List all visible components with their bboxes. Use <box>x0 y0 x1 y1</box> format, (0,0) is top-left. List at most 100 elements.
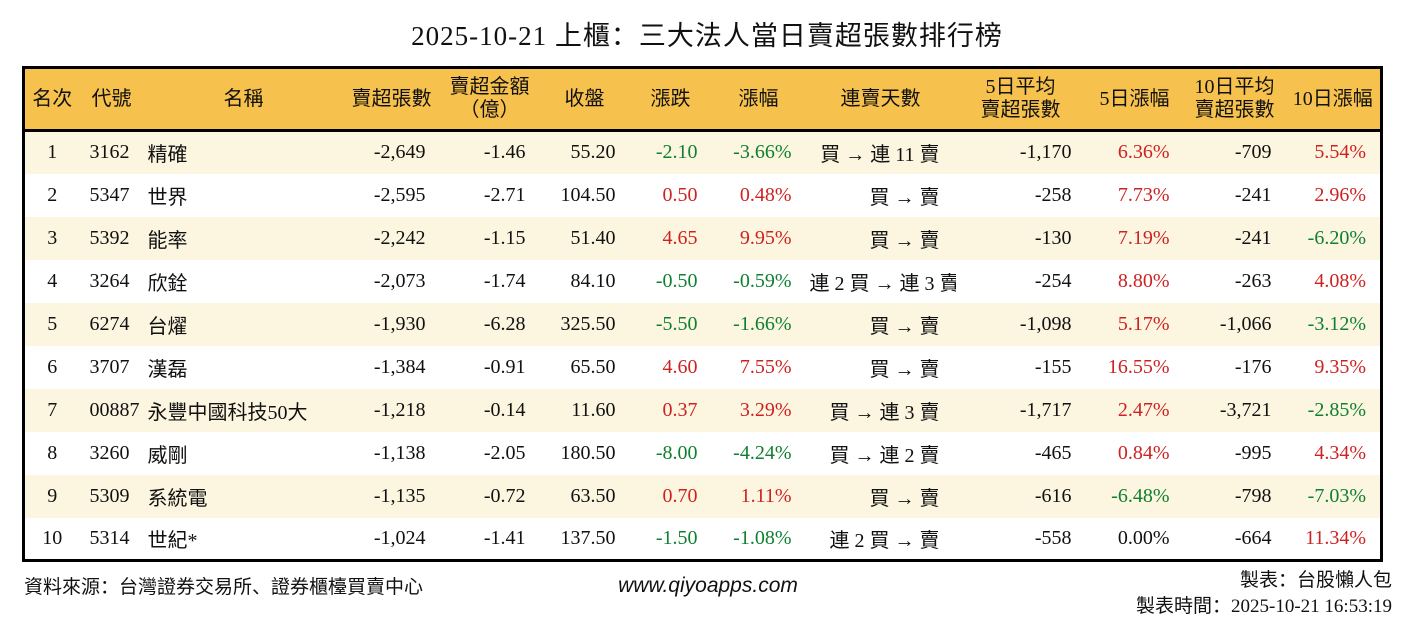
cell-change-pct: -1.66% <box>733 312 792 335</box>
cell-sell-streak: 買 → 賣 <box>869 229 940 252</box>
cell-sell-streak: 買 → 連 3 賣 <box>829 401 940 424</box>
cell-net-sell-amount: -0.72 <box>483 484 526 507</box>
header-net-sell-amount: 賣超金額 （億） <box>439 67 540 132</box>
made-at-timestamp: 製表時間：2025-10-21 16:53:19 <box>1136 595 1392 617</box>
header-5d-change-pct: 5日漲幅 <box>1085 67 1184 132</box>
cell-change: -1.50 <box>655 526 698 549</box>
cell-name: 能率 <box>147 229 188 252</box>
cell-5d-avg-net-sell: -254 <box>1034 269 1072 292</box>
cell-name: 永豐中國科技50大 <box>147 401 308 424</box>
table-row: 6 3707 漢磊 -1,384 -0.91 65.50 4.60 7.55% … <box>23 345 1382 389</box>
cell-change-pct: 1.11% <box>740 484 792 507</box>
cell-close: 137.50 <box>560 526 616 549</box>
table-header-row: 名次 代號 名稱 賣超張數 賣超金額 （億） 收盤 漲跌 漲幅 連賣天數 5日平… <box>23 67 1382 132</box>
data-source-note: 資料來源：台灣證券交易所、證券櫃檯買賣中心 <box>24 577 424 598</box>
cell-5d-change-pct: 16.55% <box>1107 355 1170 378</box>
cell-sell-streak: 買 → 賣 <box>869 315 940 338</box>
cell-5d-avg-net-sell: -558 <box>1034 526 1072 549</box>
cell-name: 台燿 <box>147 315 188 338</box>
cell-change: -8.00 <box>655 441 698 464</box>
cell-change: 4.60 <box>662 355 698 378</box>
cell-close: 65.50 <box>570 355 616 378</box>
header-net-sell-volume: 賣超張數 <box>343 67 440 132</box>
cell-code: 3260 <box>89 441 130 464</box>
cell-change-pct: -1.08% <box>733 526 792 549</box>
cell-sell-streak: 連 2 買 → 連 3 賣 <box>809 272 956 295</box>
cell-sell-streak: 買 → 賣 <box>869 186 940 209</box>
cell-close: 11.60 <box>571 398 616 421</box>
cell-sell-streak: 買 → 連 2 賣 <box>829 444 940 467</box>
cell-rank: 5 <box>47 312 58 335</box>
cell-10d-change-pct: 11.34% <box>1305 526 1366 549</box>
cell-close: 55.20 <box>570 141 616 164</box>
cell-10d-change-pct: 4.34% <box>1314 441 1366 464</box>
header-change: 漲跌 <box>629 67 712 132</box>
cell-net-sell-volume: -1,024 <box>373 526 426 549</box>
cell-10d-change-pct: -6.20% <box>1307 226 1366 249</box>
cell-change-pct: 0.48% <box>739 183 792 206</box>
cell-5d-change-pct: -6.48% <box>1111 484 1170 507</box>
cell-net-sell-volume: -1,138 <box>373 441 426 464</box>
cell-change-pct: 7.55% <box>739 355 792 378</box>
cell-5d-avg-net-sell: -616 <box>1034 484 1072 507</box>
cell-net-sell-amount: -0.91 <box>483 355 526 378</box>
credits: 製表：台股懶人包 製表時間：2025-10-21 16:53:19 <box>798 568 1392 619</box>
cell-code: 6274 <box>89 312 130 335</box>
cell-close: 63.50 <box>570 484 616 507</box>
cell-name: 欣銓 <box>147 272 188 295</box>
cell-5d-change-pct: 0.84% <box>1117 441 1170 464</box>
header-change-pct: 漲幅 <box>711 67 806 132</box>
cell-sell-streak: 買 → 連 11 賣 <box>820 144 940 167</box>
cell-10d-change-pct: 5.54% <box>1314 141 1366 164</box>
cell-change: 4.65 <box>662 226 698 249</box>
header-sell-streak: 連賣天數 <box>805 67 956 132</box>
header-name: 名稱 <box>143 67 344 132</box>
cell-net-sell-volume: -2,242 <box>373 226 426 249</box>
cell-rank: 8 <box>47 441 58 464</box>
cell-10d-change-pct: 4.08% <box>1314 269 1366 292</box>
cell-rank: 1 <box>47 141 58 164</box>
cell-change: -0.50 <box>655 269 698 292</box>
cell-rank: 3 <box>47 226 58 249</box>
cell-5d-avg-net-sell: -1,717 <box>1019 398 1072 421</box>
cell-code: 3264 <box>89 269 130 292</box>
cell-5d-change-pct: 5.17% <box>1117 312 1170 335</box>
cell-5d-avg-net-sell: -258 <box>1034 183 1072 206</box>
cell-10d-avg-net-sell: -176 <box>1234 355 1272 378</box>
cell-5d-avg-net-sell: -155 <box>1034 355 1072 378</box>
cell-net-sell-amount: -0.14 <box>483 398 526 421</box>
cell-code: 00887 <box>89 398 140 421</box>
table-row: 3 5392 能率 -2,242 -1.15 51.40 4.65 9.95% … <box>23 216 1382 260</box>
header-10d-avg-net-sell: 10日平均 賣超張數 <box>1183 67 1286 132</box>
cell-net-sell-amount: -6.28 <box>483 312 526 335</box>
cell-net-sell-volume: -1,384 <box>373 355 426 378</box>
cell-code: 3707 <box>89 355 130 378</box>
cell-change-pct: -4.24% <box>733 441 792 464</box>
cell-net-sell-volume: -1,135 <box>373 484 426 507</box>
cell-10d-change-pct: 9.35% <box>1314 355 1366 378</box>
cell-change: 0.70 <box>662 484 698 507</box>
cell-rank: 2 <box>47 183 58 206</box>
cell-5d-change-pct: 2.47% <box>1117 398 1170 421</box>
table-row: 9 5309 系統電 -1,135 -0.72 63.50 0.70 1.11%… <box>23 474 1382 518</box>
cell-rank: 4 <box>47 269 58 292</box>
cell-close: 104.50 <box>560 183 616 206</box>
cell-net-sell-volume: -1,218 <box>373 398 426 421</box>
table-row: 8 3260 威剛 -1,138 -2.05 180.50 -8.00 -4.2… <box>23 431 1382 475</box>
table-row: 2 5347 世界 -2,595 -2.71 104.50 0.50 0.48%… <box>23 173 1382 217</box>
cell-change-pct: -0.59% <box>733 269 792 292</box>
cell-sell-streak: 買 → 賣 <box>869 358 940 381</box>
cell-5d-change-pct: 6.36% <box>1117 141 1170 164</box>
cell-close: 325.50 <box>560 312 616 335</box>
cell-10d-avg-net-sell: -798 <box>1234 484 1272 507</box>
cell-change: 0.37 <box>662 398 698 421</box>
cell-net-sell-amount: -2.71 <box>483 183 526 206</box>
cell-sell-streak: 買 → 賣 <box>869 487 940 510</box>
website-watermark: www.qiyoapps.com <box>618 574 798 597</box>
cell-10d-avg-net-sell: -263 <box>1234 269 1272 292</box>
cell-net-sell-amount: -1.46 <box>483 141 526 164</box>
cell-code: 5309 <box>89 484 130 507</box>
cell-net-sell-amount: -2.05 <box>483 441 526 464</box>
cell-net-sell-amount: -1.74 <box>483 269 526 292</box>
cell-10d-avg-net-sell: -241 <box>1234 226 1272 249</box>
